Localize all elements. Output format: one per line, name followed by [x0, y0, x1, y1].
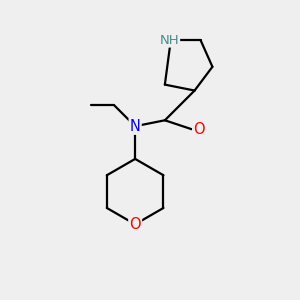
Text: O: O: [129, 217, 141, 232]
Text: NH: NH: [160, 34, 179, 46]
Text: N: N: [130, 119, 141, 134]
Text: O: O: [193, 122, 205, 137]
